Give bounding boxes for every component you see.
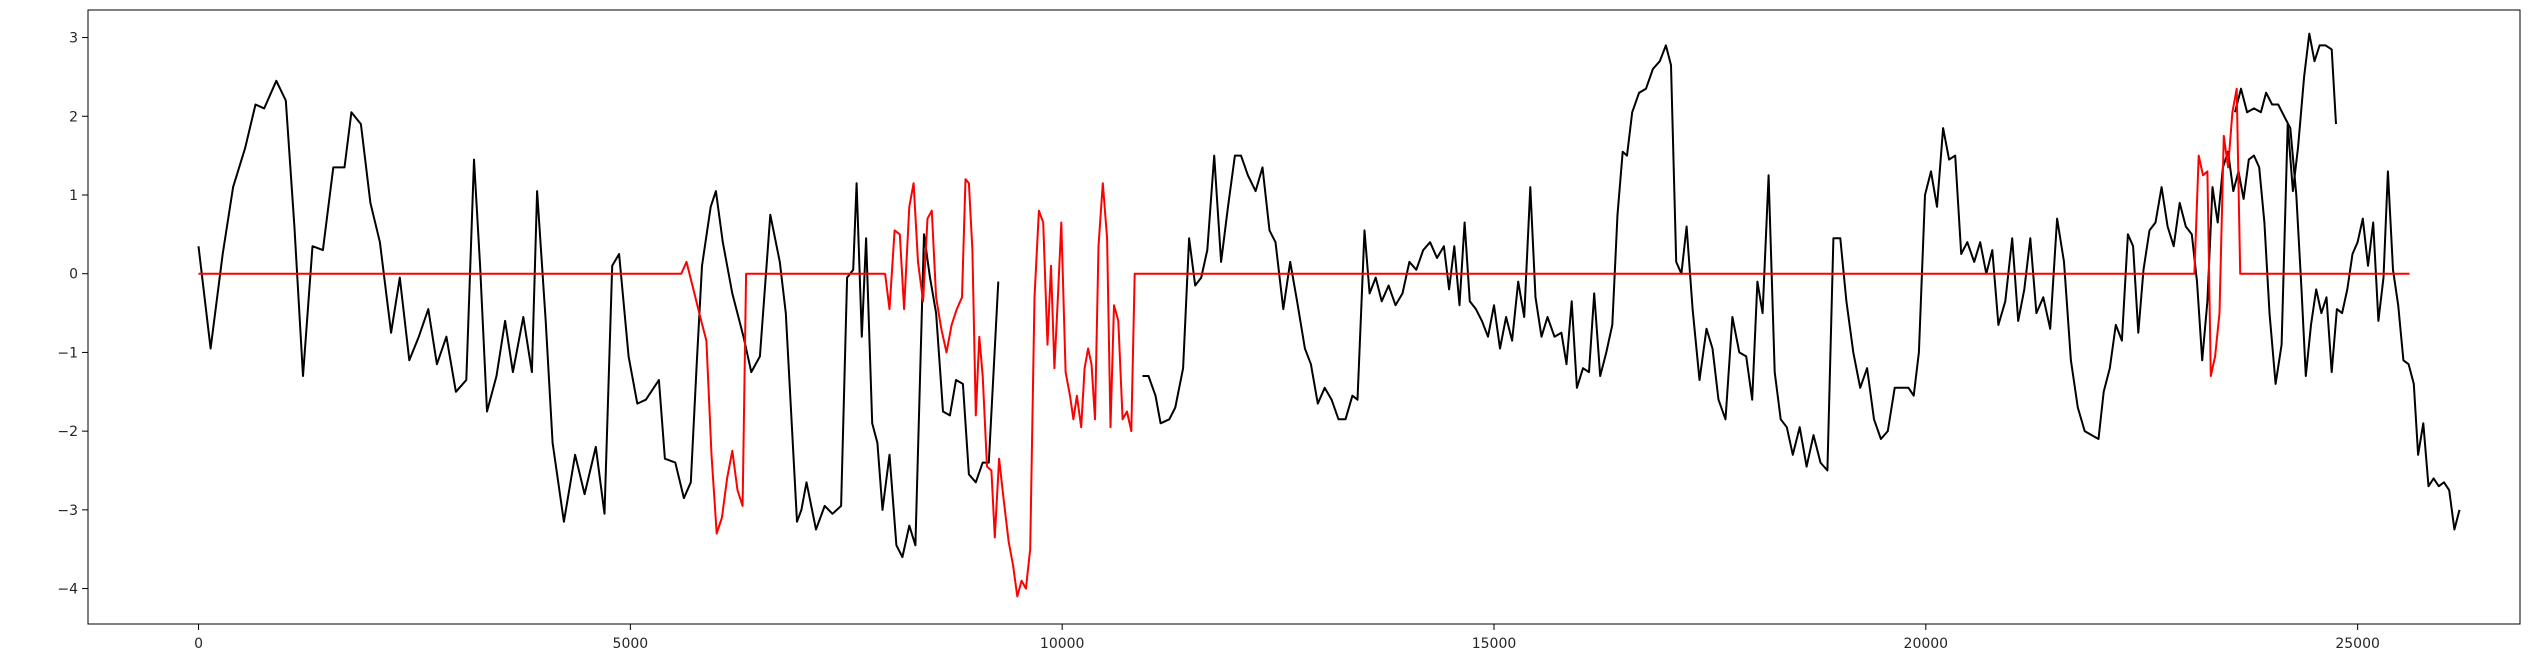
y-tick-label: 3: [69, 31, 78, 47]
x-axis: 0 5000 10000 15000 20000 25000: [194, 624, 2380, 652]
plot-frame: [87, 9, 2521, 625]
x-tick-label: 5000: [613, 636, 649, 652]
plot-background: [88, 10, 2520, 624]
x-tick-label: 20000: [1904, 636, 1949, 652]
y-tick-label: 2: [69, 109, 78, 125]
x-tick-label: 10000: [1040, 636, 1085, 652]
y-tick-label: 1: [69, 188, 78, 204]
y-tick-label: −4: [57, 582, 78, 598]
x-tick-label: 0: [194, 636, 203, 652]
y-tick-label: −2: [57, 424, 78, 440]
x-tick-label: 15000: [1472, 636, 1517, 652]
x-tick-label: 25000: [2335, 636, 2380, 652]
series-layer: [197, 32, 2461, 598]
y-axis: −4 −3 −2 −1 0 1 2 3: [57, 31, 88, 598]
y-tick-label: −3: [57, 503, 78, 519]
series-line-1: [1142, 32, 2337, 472]
y-tick-label: −1: [57, 345, 78, 361]
series-line-2: [2234, 87, 2461, 531]
series-line-0: [197, 79, 1000, 559]
y-tick-label: 0: [69, 267, 78, 283]
series-line-3: [198, 87, 2410, 598]
